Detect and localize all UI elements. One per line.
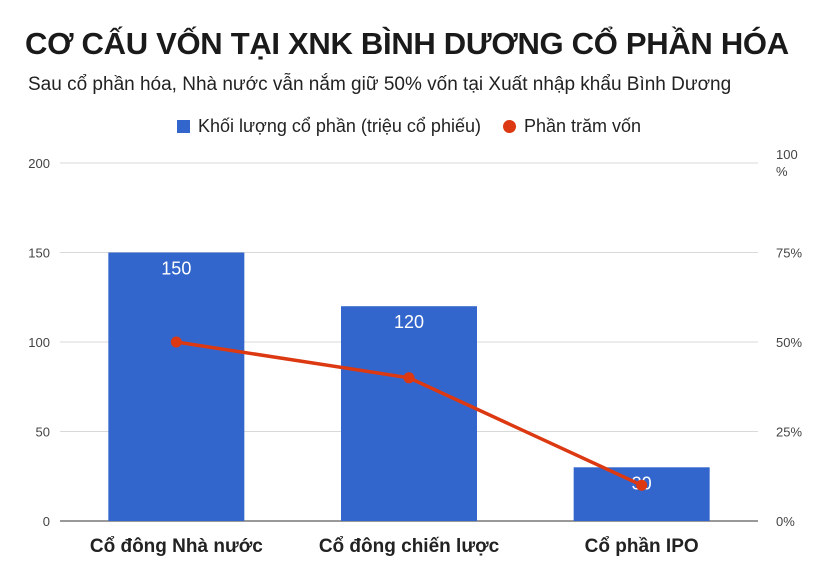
y-right-tick-label: 50% [776, 335, 802, 350]
y-right-tick-label: 75% [776, 246, 802, 261]
chart-title: CƠ CẤU VỐN TẠI XNK BÌNH DƯƠNG CỔ PHẦN HÓ… [25, 26, 789, 61]
x-tick-label: Cổ phần IPO [585, 536, 699, 557]
chart-subtitle: Sau cổ phần hóa, Nhà nước vẫn nắm giữ 50… [28, 74, 732, 95]
legend-swatch-bar [176, 120, 190, 133]
x-tick-label: Cổ đông Nhà nước [90, 536, 263, 557]
legend-swatch-line [502, 120, 516, 133]
y-left-tick-label: 100 [28, 335, 50, 350]
y-right-tick-label: 0% [776, 514, 795, 529]
legend-label-percent: Phần trăm vốn [523, 116, 642, 136]
y-right-tick-label: 25% [776, 425, 802, 440]
bar [573, 467, 710, 521]
x-tick-label: Cổ đông chiến lược [319, 536, 500, 557]
y-left-tick-label: 150 [28, 246, 50, 261]
bar-data-label: 120 [394, 312, 424, 332]
bar-data-label: 150 [161, 259, 191, 279]
bar [341, 306, 477, 521]
y-left-tick-label: 50 [36, 425, 50, 440]
legend-item-volume: Khối lượng cổ phần (triệu cổ phiếu) [176, 116, 481, 137]
legend: Khối lượng cổ phần (triệu cổ phiếu) Phần… [0, 116, 818, 137]
y-left-tick-label: 0 [43, 514, 50, 529]
y-left-tick-label: 200 [28, 156, 50, 171]
bar [108, 252, 245, 521]
percent-point [403, 372, 415, 384]
percent-point [170, 336, 182, 348]
percent-point [636, 479, 648, 491]
legend-label-volume: Khối lượng cổ phần (triệu cổ phiếu) [197, 116, 481, 136]
y-right-tick-label: 100% [776, 147, 798, 179]
legend-item-percent: Phần trăm vốn [502, 116, 642, 137]
